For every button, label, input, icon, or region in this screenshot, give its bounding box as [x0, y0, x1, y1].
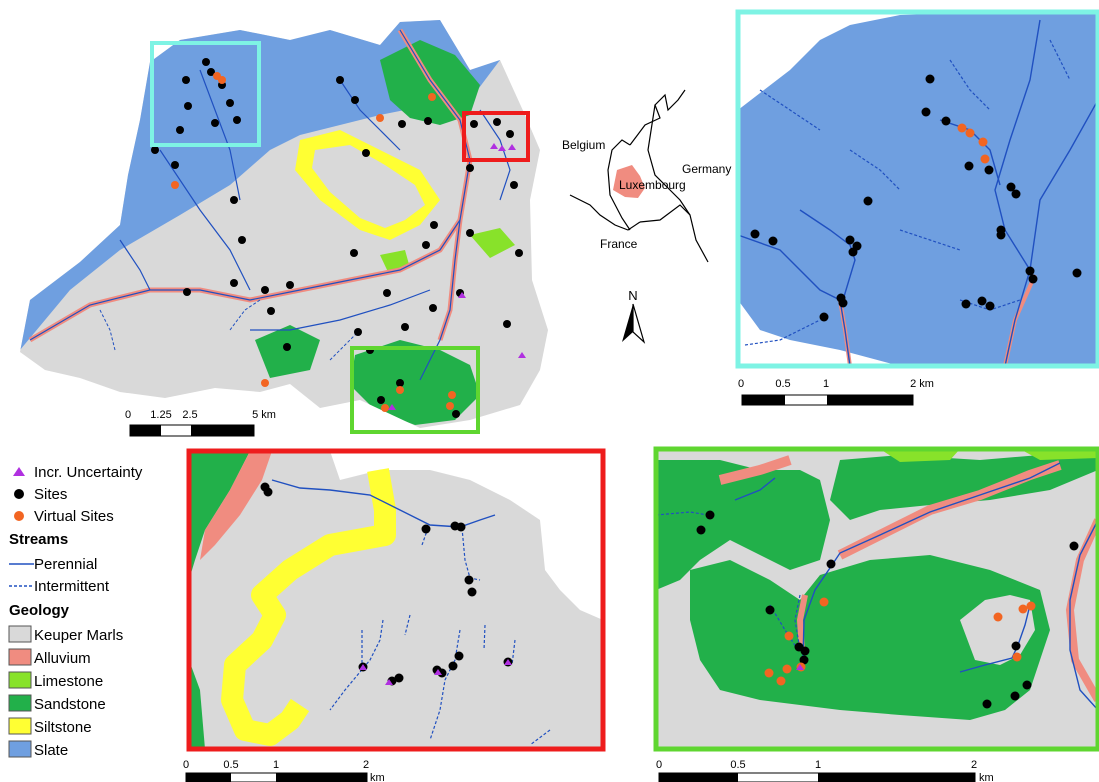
legend-swatch-slate [8, 740, 32, 758]
green-intermittent [656, 511, 801, 651]
legend-streams-title: Streams [9, 531, 68, 548]
main-scale-label-1: 1.25 [150, 409, 171, 421]
main-intermittent-streams [99, 299, 361, 361]
red-streams [271, 479, 496, 528]
locator-germany: Germany [682, 162, 731, 176]
green-frame [653, 446, 1099, 752]
green-limestone [880, 449, 1098, 462]
locator-france: France [600, 237, 638, 251]
main-frame-cyan [150, 41, 261, 147]
main-map: 0 1.25 2.5 5 km [20, 20, 548, 437]
legend-label-uncertainty: Incr. Uncertainty [34, 464, 143, 481]
legend-item-uncertainty: Incr. Uncertainty [13, 464, 143, 481]
green-uncertainty [796, 664, 804, 670]
locator-luxembourg-label: Luxembourg [619, 178, 686, 192]
legend-swatch-siltstone [8, 717, 32, 735]
legend-site-icon [14, 489, 24, 499]
red-scale-label-3: 2 [363, 759, 369, 771]
green-sandstone-west [656, 460, 830, 590]
red-sandstone [189, 451, 250, 580]
red-scale-label-1: 0.5 [223, 759, 238, 771]
legend-label-sites: Sites [34, 486, 67, 503]
red-uncertainty [359, 659, 512, 685]
cyan-scale-label-3: 2 km [910, 378, 934, 390]
green-scale-label-0: 0 [656, 759, 662, 771]
legend-label-virtual: Virtual Sites [34, 508, 114, 525]
locator-luxembourg [613, 165, 645, 198]
legend-swatch-limestone [8, 671, 32, 689]
red-scale-label-4: km [370, 772, 385, 782]
green-streams [734, 462, 1098, 711]
main-frame-red [462, 111, 530, 162]
red-scale-label-0: 0 [183, 759, 189, 771]
locator-belgium: Belgium [562, 138, 605, 152]
red-white-area [330, 451, 603, 620]
main-sites [151, 58, 523, 418]
legend-label-limestone: Limestone [34, 673, 103, 690]
cyan-scale-label-1: 0.5 [775, 378, 790, 390]
legend-item-virtual: Virtual Sites [14, 508, 114, 525]
main-streams [29, 29, 511, 381]
legend: Incr. Uncertainty Sites Virtual Sites St… [8, 464, 143, 759]
locator-borders [569, 89, 709, 263]
main-keuper-inner [312, 145, 425, 228]
red-intermittent [329, 527, 551, 746]
legend-virtual-site-icon [14, 511, 24, 521]
legend-geology-items: Keuper Marls Alluvium Limestone Sandston… [8, 625, 123, 759]
north-label: N [628, 288, 637, 303]
legend-swatch-sandstone [8, 694, 32, 712]
main-uncertainty [388, 143, 526, 410]
cyan-scale-bar: 0 0.5 1 2 km [738, 378, 934, 406]
main-sandstone-west [255, 325, 320, 378]
green-scale-label-2: 1 [815, 759, 821, 771]
legend-label-intermittent: Intermittent [34, 578, 110, 595]
north-arrow: N [622, 288, 646, 344]
legend-swatch-keuper [8, 625, 32, 643]
red-frame [186, 448, 606, 752]
inset-cyan: 0 0.5 1 2 km [735, 9, 1099, 406]
main-frame-green [350, 346, 480, 434]
legend-label-alluvium: Alluvium [34, 650, 91, 667]
main-scale-bar: 0 1.25 2.5 5 km [125, 409, 276, 437]
legend-geology-title: Geology [9, 602, 70, 619]
red-scale-label-2: 1 [273, 759, 279, 771]
legend-triangle-icon [13, 467, 25, 476]
cyan-scale-label-2: 1 [823, 378, 829, 390]
main-scale-label-3: 5 km [252, 409, 276, 421]
red-siltstone [221, 468, 396, 746]
red-scale-bar: 0 0.5 1 2 km [183, 759, 385, 782]
legend-label-sandstone: Sandstone [34, 696, 106, 713]
cyan-sites [750, 74, 1082, 322]
green-scale-label-1: 0.5 [730, 759, 745, 771]
inset-red: 0 0.5 1 2 km [183, 448, 606, 782]
locator-map: Belgium Germany Luxembourg France N [562, 89, 731, 344]
green-sites [696, 510, 1079, 709]
legend-label-siltstone: Siltstone [34, 719, 92, 736]
legend-label-perennial: Perennial [34, 556, 97, 573]
cyan-frame [735, 9, 1099, 369]
legend-item-intermittent: Intermittent [9, 578, 110, 595]
green-scale-label-3: 2 [971, 759, 977, 771]
cyan-virtual-sites [957, 123, 990, 164]
inset-green: 0 0.5 1 2 km [653, 446, 1099, 782]
red-alluvium [200, 451, 272, 560]
cyan-slate [738, 12, 1098, 366]
main-limestone-patches [380, 228, 515, 272]
green-scale-bar: 0 0.5 1 2 km [656, 759, 994, 782]
green-scale-label-4: km [979, 772, 994, 782]
legend-item-sites: Sites [14, 486, 67, 503]
legend-swatch-alluvium [8, 648, 32, 666]
legend-label-slate: Slate [34, 742, 68, 759]
green-alluvium [718, 455, 792, 485]
main-scale-label-2: 2.5 [182, 409, 197, 421]
cyan-scale-label-0: 0 [738, 378, 744, 390]
main-virtual-sites [171, 72, 456, 412]
legend-label-keuper: Keuper Marls [34, 627, 123, 644]
main-scale-label-0: 0 [125, 409, 131, 421]
legend-item-perennial: Perennial [9, 556, 97, 573]
